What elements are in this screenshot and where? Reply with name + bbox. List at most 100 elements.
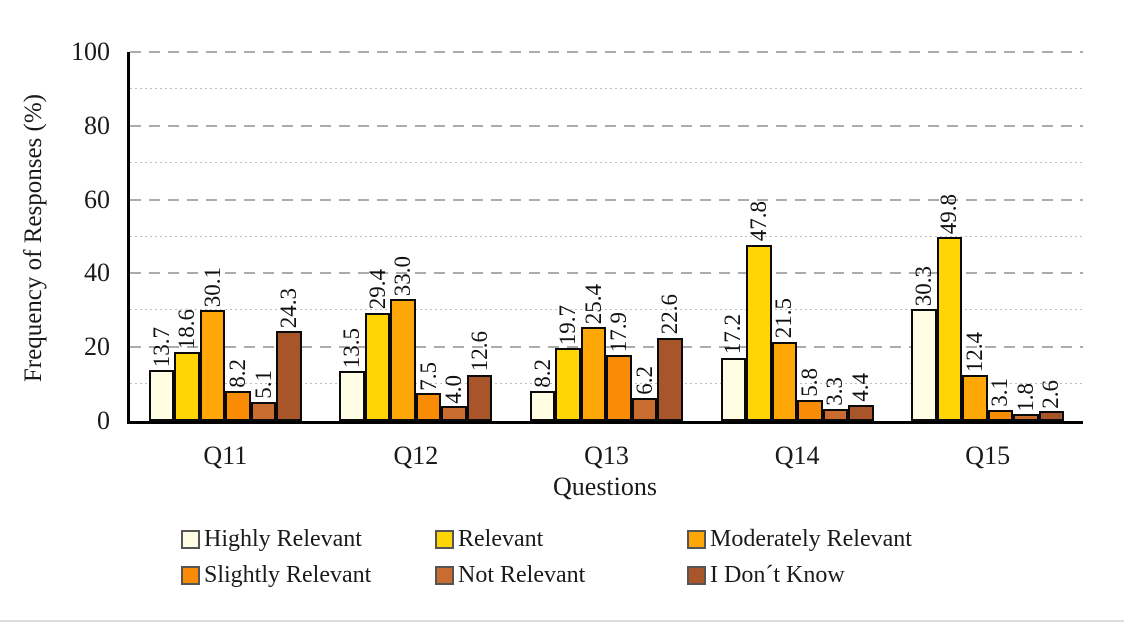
legend-swatch xyxy=(687,565,706,585)
legend-label: Not Relevant xyxy=(458,561,586,588)
bar-Q13-i-don-t-know: 22.6 xyxy=(657,294,683,421)
x-tick-label-Q15: Q15 xyxy=(965,441,1011,470)
bar-value-label: 33.0 xyxy=(390,255,416,297)
minor-gridline-50 xyxy=(130,235,1083,237)
major-gridline-20 xyxy=(130,346,1083,349)
bar-Q14-i-don-t-know: 4.4 xyxy=(848,373,874,421)
bar-Q15-highly-relevant: 30.3 xyxy=(911,266,937,421)
bar-Q12-slightly-relevant: 7.5 xyxy=(416,362,442,421)
bar-value-label: 18.6 xyxy=(173,309,199,350)
minor-gridline-90 xyxy=(130,87,1083,89)
bar-Q15-i-don-t-know: 2.6 xyxy=(1038,380,1065,421)
major-gridline-60 xyxy=(130,198,1083,201)
bar-Q13-moderately-relevant: 25.4 xyxy=(581,284,607,421)
bar-value-label: 1.8 xyxy=(1012,382,1038,412)
x-axis-title: Questions xyxy=(553,472,657,501)
bar-value-label: 3.1 xyxy=(987,377,1013,407)
bar-Q11-moderately-relevant: 30.1 xyxy=(199,267,226,421)
bar-Q12-i-don-t-know: 12.6 xyxy=(467,331,493,421)
bar-value-label: 30.3 xyxy=(910,265,936,307)
legend-item-relevant: Relevant xyxy=(435,524,687,554)
bar-value-label: 8.2 xyxy=(224,359,250,388)
y-tick-label-40: 40 xyxy=(84,258,110,288)
bar-value-label: 21.5 xyxy=(771,298,797,339)
bar-Q12-highly-relevant: 13.5 xyxy=(339,328,365,421)
bar-Q11-not-relevant: 5.1 xyxy=(250,370,277,421)
bar-value-label: 17.9 xyxy=(606,311,632,352)
y-tick-label-0: 0 xyxy=(97,406,110,435)
legend-label: Relevant xyxy=(458,525,544,552)
plot-area: 13.7 18.6 30.1 8.2 5.1 24.3 13.5 29.4 33.0 7.5 4.0… xyxy=(127,51,1083,424)
bar-Q12-not-relevant: 4.0 xyxy=(441,375,467,421)
legend-item-moderately-relevant: Moderately Relevant xyxy=(687,524,912,554)
legend-label: Slightly Relevant xyxy=(204,561,372,588)
bar-value-label: 25.4 xyxy=(580,284,606,325)
bar-Q15-relevant: 49.8 xyxy=(936,194,963,421)
bar-value-label: 13.5 xyxy=(339,327,365,369)
bar-Q14-moderately-relevant: 21.5 xyxy=(771,298,798,421)
major-gridline-100 xyxy=(130,51,1083,53)
minor-gridline-30 xyxy=(130,309,1083,311)
y-axis-title: Frequency of Responses (%) xyxy=(20,93,47,383)
bar-value-label: 5.1 xyxy=(250,370,276,400)
bar-value-label: 29.4 xyxy=(364,269,390,310)
bar-Q12-relevant: 29.4 xyxy=(365,269,391,421)
major-gridline-80 xyxy=(130,124,1083,127)
bar-value-label: 6.2 xyxy=(631,366,657,396)
minor-gridline-70 xyxy=(130,161,1083,163)
y-tick-label-100: 100 xyxy=(71,37,110,66)
bar-Q11-i-don-t-know: 24.3 xyxy=(276,288,302,421)
x-tick-label-Q14: Q14 xyxy=(774,441,820,470)
bar-Q14-highly-relevant: 17.2 xyxy=(720,314,747,421)
bar-value-label: 12.4 xyxy=(961,332,987,373)
bar-value-label: 24.3 xyxy=(275,288,301,329)
figure-bottom-divider xyxy=(0,620,1124,622)
y-tick-label-80: 80 xyxy=(84,110,110,140)
legend-label: Highly Relevant xyxy=(204,525,362,552)
legend-label: I Don´t Know xyxy=(710,561,845,588)
bar-value-label: 4.0 xyxy=(441,374,467,404)
bar-Q14-relevant: 47.8 xyxy=(746,201,772,421)
bar-Q12-moderately-relevant: 33.0 xyxy=(390,256,416,421)
bar-value-label: 7.5 xyxy=(415,361,441,391)
bar-Q13-not-relevant: 6.2 xyxy=(632,366,658,421)
bar-group-Q12: 13.5 29.4 33.0 7.5 4.0 12.6 xyxy=(321,52,512,421)
bar-Q11-slightly-relevant: 8.2 xyxy=(225,359,251,421)
bar-value-label: 12.6 xyxy=(466,331,492,372)
bar-group-Q11: 13.7 18.6 30.1 8.2 5.1 24.3 xyxy=(130,52,321,421)
legend-swatch xyxy=(687,529,706,549)
bar-value-label: 8.2 xyxy=(529,359,555,388)
bar-Q15-moderately-relevant: 12.4 xyxy=(962,332,988,421)
bar-Q13-highly-relevant: 8.2 xyxy=(530,359,556,421)
bar-value-label: 4.4 xyxy=(847,373,873,402)
legend-swatch xyxy=(435,565,454,585)
legend-swatch xyxy=(435,529,454,549)
bar-Q13-relevant: 19.7 xyxy=(555,305,581,421)
bar-value-label: 3.3 xyxy=(822,377,848,406)
bar-Q15-slightly-relevant: 3.1 xyxy=(987,378,1014,421)
bar-group-Q13: 8.2 19.7 25.4 17.9 6.2 22.6 xyxy=(511,52,702,421)
legend-swatch xyxy=(181,565,200,585)
legend-item-highly-relevant: Highly Relevant xyxy=(181,524,435,554)
bar-value-label: 17.2 xyxy=(720,314,746,355)
bar-Q13-slightly-relevant: 17.9 xyxy=(606,312,632,421)
legend: Highly Relevant Relevant Moderately Releva… xyxy=(181,524,912,590)
y-tick-label-20: 20 xyxy=(84,332,110,362)
legend-label: Moderately Relevant xyxy=(710,525,912,552)
legend-item-i-don-t-know: I Don´t Know xyxy=(687,560,912,590)
legend-item-slightly-relevant: Slightly Relevant xyxy=(181,560,435,590)
bar-Q14-not-relevant: 3.3 xyxy=(822,377,849,421)
bar-value-label: 22.6 xyxy=(657,294,683,335)
bar-Q11-relevant: 18.6 xyxy=(174,309,200,421)
x-tick-label-Q13: Q13 xyxy=(584,441,629,470)
x-tick-label-Q11: Q11 xyxy=(203,441,248,470)
major-gridline-40 xyxy=(130,272,1083,275)
bar-group-Q15: 30.3 49.8 12.4 3.1 1.8 2.6 xyxy=(892,52,1083,421)
bar-value-label: 47.8 xyxy=(745,201,771,242)
bar-Q11-highly-relevant: 13.7 xyxy=(148,327,175,421)
bar-Q14-slightly-relevant: 5.8 xyxy=(797,368,823,421)
bar-Q15-not-relevant: 1.8 xyxy=(1013,383,1039,421)
bar-value-label: 19.7 xyxy=(555,305,581,346)
bar-value-label: 49.8 xyxy=(936,194,962,235)
